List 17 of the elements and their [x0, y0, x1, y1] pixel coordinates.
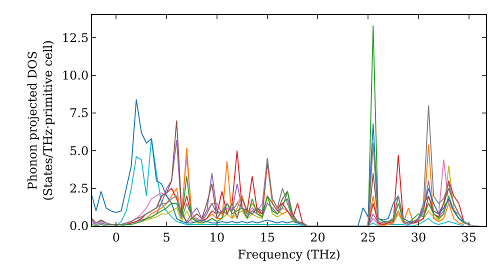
- line-series: [92, 25, 470, 226]
- x-tick-label: 25: [360, 230, 376, 244]
- x-tick-label: 30: [410, 230, 426, 244]
- x-tick-label: 5: [162, 230, 170, 244]
- y-tick-label: 12.5: [62, 30, 89, 45]
- y-tick-label: 5.0: [70, 144, 89, 158]
- y-axis-title: Phonon projected DOS (States/THz·primitive cell): [26, 40, 56, 201]
- x-tick-label: 20: [310, 230, 326, 244]
- x-tick-label: 10: [209, 230, 225, 244]
- y-tick-label: 10.0: [62, 68, 89, 82]
- y-tick-label: 0.0: [70, 219, 89, 234]
- x-tick-label: 15: [260, 230, 275, 244]
- x-tick-label: 0: [112, 230, 120, 244]
- x-axis-title: Frequency (THz): [238, 247, 340, 262]
- y-tick-label: 2.5: [70, 182, 89, 196]
- x-tick-label: 35: [461, 230, 477, 244]
- y-tick-label: 7.5: [70, 106, 89, 120]
